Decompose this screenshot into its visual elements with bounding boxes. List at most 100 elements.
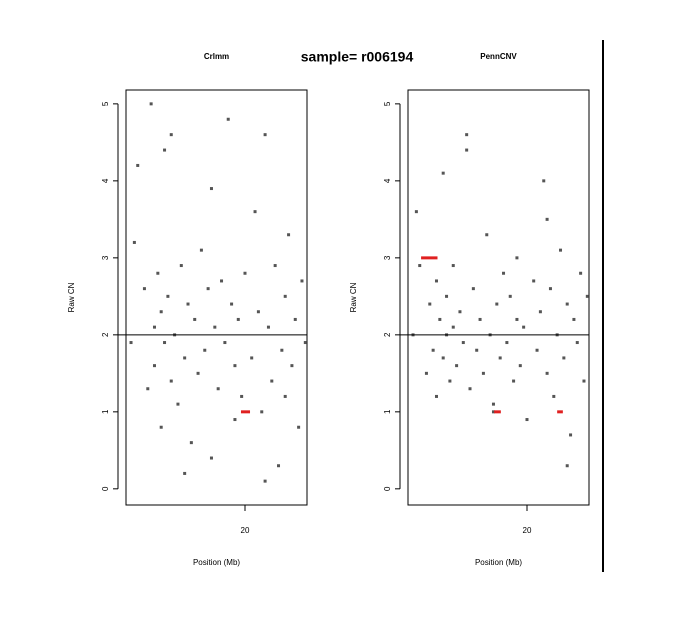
y-tick-label: 2 — [383, 332, 392, 337]
point — [290, 364, 294, 368]
point — [565, 464, 569, 468]
point — [434, 279, 438, 283]
y-tick-label: 1 — [101, 409, 110, 414]
y-tick-label: 0 — [101, 486, 110, 491]
y-tick-label: 4 — [383, 178, 392, 183]
point — [535, 348, 539, 352]
point — [166, 294, 170, 298]
point — [548, 287, 552, 291]
point — [142, 287, 146, 291]
point — [414, 210, 418, 214]
point — [206, 287, 210, 291]
point — [287, 233, 291, 237]
point — [542, 179, 546, 183]
point — [196, 371, 200, 375]
point — [216, 387, 220, 391]
point — [495, 302, 499, 306]
point — [240, 394, 244, 398]
point — [508, 294, 512, 298]
point — [515, 256, 519, 260]
point — [169, 379, 173, 383]
point — [438, 317, 442, 321]
point — [582, 379, 586, 383]
point — [163, 148, 167, 152]
point — [263, 133, 267, 137]
point — [431, 348, 435, 352]
point — [465, 148, 469, 152]
point — [136, 163, 140, 167]
points — [129, 102, 307, 483]
point — [220, 279, 224, 283]
point — [270, 379, 274, 383]
point — [458, 310, 462, 314]
y-tick-label: 4 — [101, 178, 110, 183]
point — [434, 394, 438, 398]
point — [152, 364, 156, 368]
point — [491, 402, 495, 406]
point — [485, 233, 489, 237]
point — [512, 379, 516, 383]
point — [189, 441, 193, 445]
point — [293, 317, 297, 321]
y-tick-label: 5 — [101, 101, 110, 106]
point — [525, 418, 529, 422]
point — [193, 317, 197, 321]
point — [152, 325, 156, 329]
point — [243, 271, 247, 275]
point — [226, 117, 230, 121]
point — [179, 264, 183, 268]
point — [471, 287, 475, 291]
point — [569, 433, 573, 437]
plot-frame — [125, 89, 308, 506]
y-tick-label: 3 — [383, 255, 392, 260]
point — [572, 317, 576, 321]
y-tick-label: 2 — [101, 332, 110, 337]
y-tick-label: 3 — [101, 255, 110, 260]
point — [585, 294, 589, 298]
point — [233, 364, 237, 368]
point — [461, 341, 465, 345]
point — [515, 317, 519, 321]
point — [448, 379, 452, 383]
point — [183, 471, 187, 475]
point — [424, 371, 428, 375]
point — [277, 464, 281, 468]
point — [418, 264, 422, 268]
point — [183, 356, 187, 360]
point — [256, 310, 260, 314]
x-tick-label: 20 — [241, 526, 250, 535]
point — [575, 341, 579, 345]
point — [545, 217, 549, 221]
point — [209, 456, 213, 460]
point — [199, 248, 203, 252]
point — [233, 418, 237, 422]
point — [163, 341, 167, 345]
point — [236, 317, 240, 321]
point — [149, 102, 153, 106]
plot-frame — [407, 89, 590, 506]
y-tick-label: 5 — [383, 101, 392, 106]
point — [532, 279, 536, 283]
point — [159, 310, 163, 314]
point — [146, 387, 150, 391]
point — [441, 356, 445, 360]
point — [132, 240, 136, 244]
point — [559, 248, 563, 252]
point — [283, 394, 287, 398]
point — [283, 294, 287, 298]
point — [475, 348, 479, 352]
point — [441, 171, 445, 175]
point — [300, 279, 304, 283]
chart-title: sample= r006194 — [301, 49, 414, 65]
point — [538, 310, 542, 314]
point — [250, 356, 254, 360]
point — [491, 410, 495, 414]
point — [176, 402, 180, 406]
point — [156, 271, 160, 275]
panel-title: PennCNV — [480, 52, 517, 61]
point — [505, 341, 509, 345]
point — [129, 341, 133, 345]
point — [266, 325, 270, 329]
x-axis-label: Position (Mb) — [193, 558, 240, 567]
